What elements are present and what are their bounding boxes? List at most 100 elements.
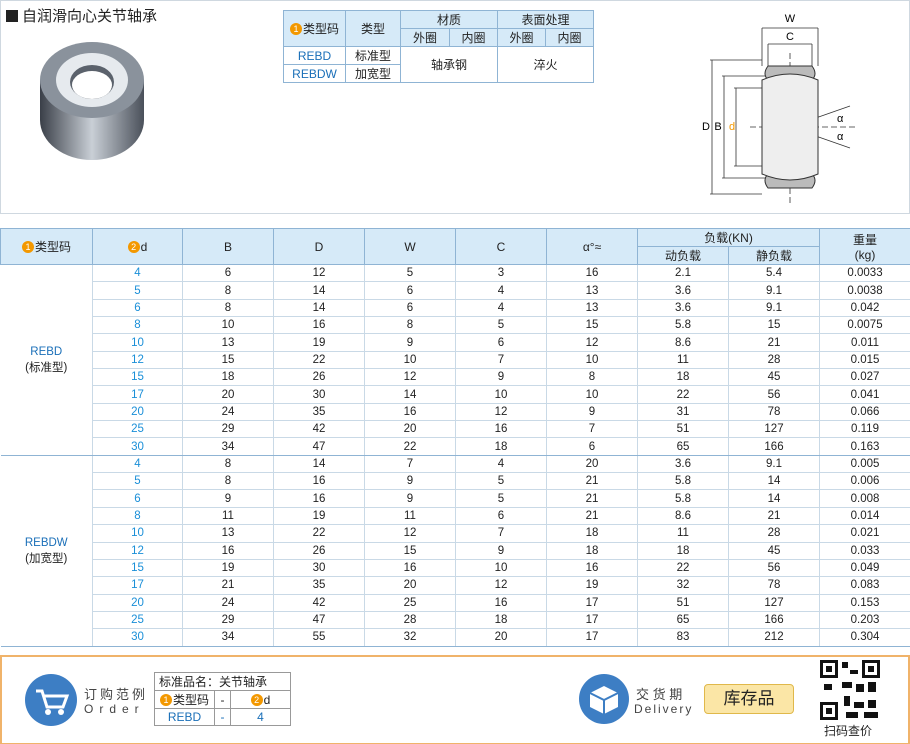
table-cell: 10: [455, 385, 547, 404]
table-cell: 6: [364, 299, 456, 318]
table-cell: 6: [455, 333, 547, 352]
table-row: 25 29 42 20 16 7 51 127 0.119: [1, 420, 910, 439]
dim-label: W: [785, 13, 796, 25]
table-cell: 28: [728, 524, 821, 543]
table-cell: 0.0038: [819, 281, 910, 300]
table-cell: 0.021: [819, 524, 910, 543]
group-cell: REBD (标准型): [0, 264, 93, 456]
spec-header: 类型: [345, 10, 401, 47]
table-cell: 30: [92, 437, 183, 456]
table-row: 15 18 26 12 9 8 18 45 0.027: [1, 368, 910, 387]
weight-unit: (kg): [854, 248, 876, 262]
table-row: 5 8 16 9 5 21 5.8 14 0.006: [1, 472, 910, 491]
table-row: 30 34 47 22 18 6 65 166 0.163: [1, 437, 910, 456]
table-cell: 10: [364, 351, 456, 370]
table-cell: 6: [92, 299, 183, 318]
table-row: 6 8 14 6 4 13 3.6 9.1 0.042: [1, 299, 910, 318]
table-cell: 2.1: [637, 264, 729, 283]
table-cell: 10: [92, 524, 183, 543]
table-cell: 16: [546, 559, 638, 578]
column-header: D: [273, 228, 365, 265]
table-cell: 16: [182, 542, 274, 560]
table-cell: 4: [455, 299, 547, 318]
table-cell: 19: [273, 507, 365, 526]
table-cell: 0.014: [819, 507, 910, 526]
table-row: 12 15 22 10 7 10 11 28 0.015: [1, 351, 910, 370]
table-cell: 20: [364, 420, 456, 439]
table-cell: 22: [273, 351, 365, 370]
table-cell: 8.6: [637, 507, 729, 526]
table-cell: 4: [92, 455, 183, 474]
badge: 1: [289, 23, 302, 35]
table-cell: 14: [728, 472, 821, 491]
table-cell: 29: [182, 420, 274, 439]
table-cell: 21: [546, 489, 638, 508]
table-cell: 32: [637, 576, 729, 595]
spec-cell: 轴承钢: [399, 46, 499, 83]
table-cell: 0.066: [819, 403, 910, 422]
table-cell: 20: [92, 403, 183, 422]
table-cell: 56: [728, 385, 821, 404]
table-cell: 7: [364, 455, 456, 474]
table-cell: 16: [273, 472, 365, 491]
table-cell: 0.015: [819, 351, 910, 370]
table-cell: 11: [182, 507, 274, 526]
table-cell: 19: [546, 576, 638, 595]
table-cell: 14: [273, 281, 365, 300]
table-cell: 6: [364, 281, 456, 300]
table-cell: 9: [455, 542, 547, 560]
table-cell: 83: [637, 628, 729, 647]
table-cell: 13: [546, 299, 638, 318]
table-cell: 32: [364, 628, 456, 647]
table-cell: 14: [364, 385, 456, 404]
table-cell: 16: [364, 403, 456, 422]
column-header: 静负载: [727, 246, 821, 265]
table-cell: 9: [455, 368, 547, 387]
spec-header: 表面处理: [497, 10, 595, 29]
table-cell: 0.0033: [819, 264, 910, 283]
table-cell: 0.033: [819, 542, 910, 560]
table-cell: 11: [364, 507, 456, 526]
table-cell: 4: [455, 455, 547, 474]
table-cell: 45: [728, 542, 821, 560]
table-cell: 14: [273, 299, 365, 318]
table-cell: 47: [273, 611, 365, 630]
table-cell: 16: [455, 594, 547, 612]
table-cell: 12: [364, 368, 456, 387]
table-cell: 9.1: [728, 281, 821, 300]
table-cell: 8: [364, 316, 456, 335]
table-cell: 21: [546, 472, 638, 491]
table-cell: 35: [273, 576, 365, 595]
table-row: 12 16 26 15 9 18 18 45 0.033: [1, 542, 910, 560]
spec-header: 内圈: [545, 28, 595, 47]
table-cell: 0.153: [819, 594, 910, 612]
table-cell: 10: [92, 333, 183, 352]
group-type: (加宽型): [25, 552, 68, 565]
table-cell: 30: [273, 385, 365, 404]
table-row: 30 34 55 32 20 17 83 212 0.304: [1, 628, 910, 647]
table-cell: 17: [546, 628, 638, 647]
table-cell: 5.8: [637, 316, 729, 335]
column-header: B: [182, 228, 274, 265]
table-cell: 8: [182, 472, 274, 491]
table-row: REBDW (加宽型) 4 8 14 7 4 20 3.6 9.1 0.005: [0, 455, 910, 647]
order-field: 1 类型码: [154, 690, 215, 709]
table-cell: 18: [182, 368, 274, 387]
title-marker: [6, 10, 18, 22]
order-value: -: [214, 708, 231, 726]
table-cell: 56: [728, 559, 821, 578]
table-cell: 11: [637, 351, 729, 370]
table-cell: 16: [546, 264, 638, 283]
table-cell: 20: [182, 385, 274, 404]
angle-label: α: [837, 113, 844, 125]
table-cell: 0.0075: [819, 316, 910, 335]
table-cell: 166: [728, 437, 821, 456]
table-cell: 0.006: [819, 472, 910, 491]
table-cell: 14: [273, 455, 365, 474]
table-cell: 22: [273, 524, 365, 543]
table-cell: 21: [546, 507, 638, 526]
table-cell: 31: [637, 403, 729, 422]
